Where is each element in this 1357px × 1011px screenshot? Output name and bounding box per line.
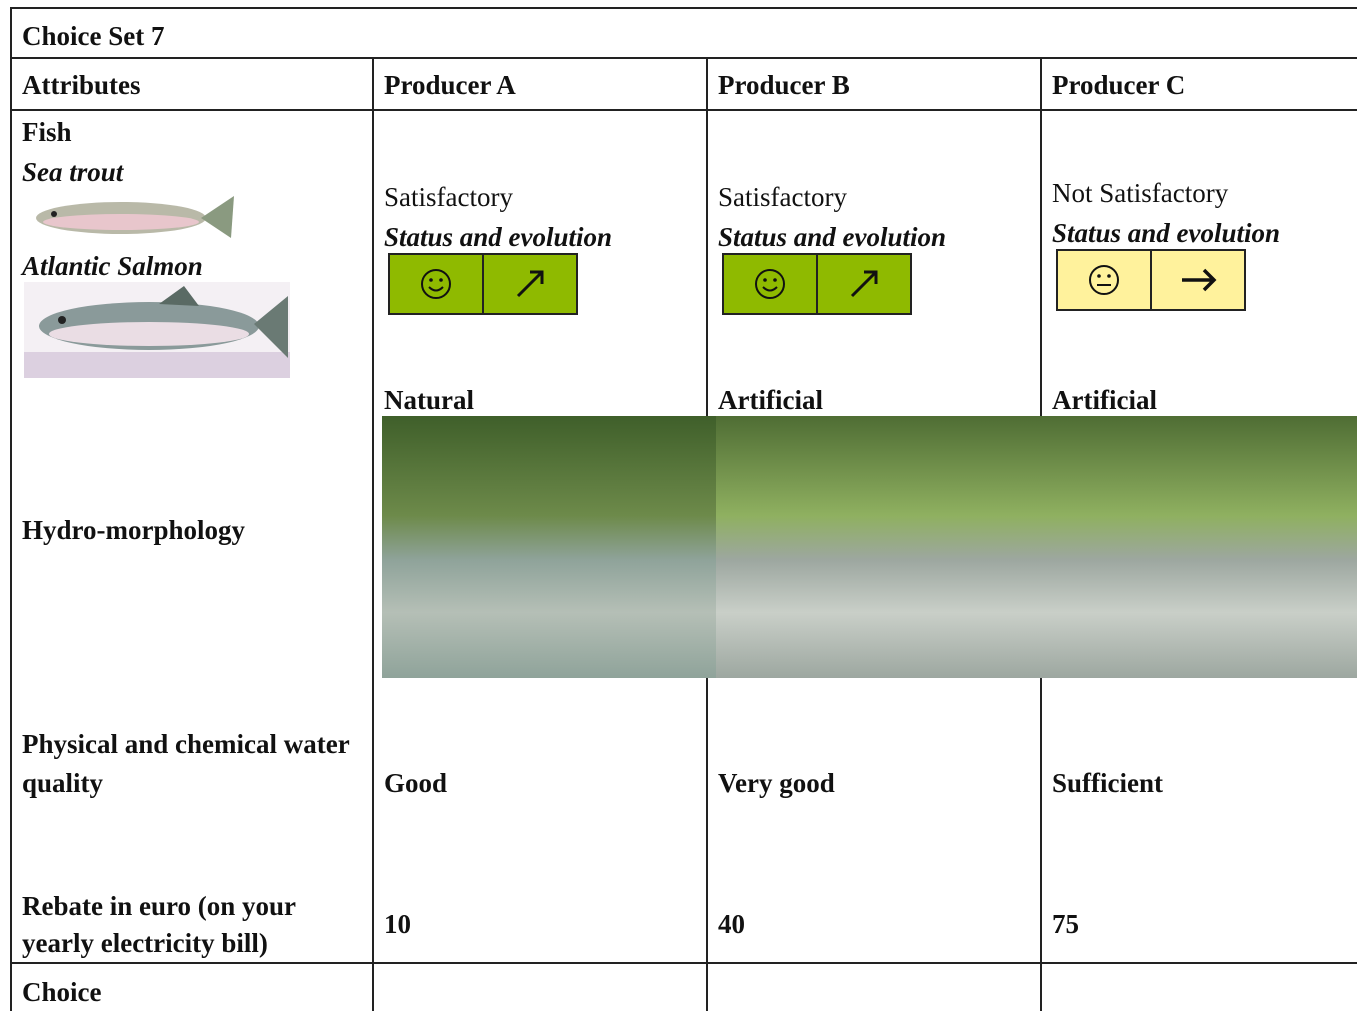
fish-status: Satisfactory [384, 178, 513, 216]
status-label: Status and evolution [1052, 214, 1280, 252]
rebate-value: 75 [1052, 905, 1079, 943]
trout-image [26, 188, 236, 246]
rebate-value: 10 [384, 905, 411, 943]
face-icon [1058, 251, 1152, 309]
arrow-icon [1152, 251, 1244, 309]
salmon-image [24, 282, 290, 378]
arrow-icon [484, 255, 576, 313]
status-icons [722, 253, 912, 315]
attribute: Fish [22, 113, 72, 151]
rebate-value: 40 [718, 905, 745, 943]
river-photo [382, 416, 716, 678]
status-icons [388, 253, 578, 315]
attribute: Hydro-morphology [22, 511, 245, 549]
fish-status: Satisfactory [718, 178, 847, 216]
fish-name: Atlantic Salmon [22, 247, 203, 285]
status-label: Status and evolution [384, 218, 612, 256]
river-photo [1050, 416, 1357, 678]
column-header: Producer A [384, 66, 516, 104]
hydro-value: Artificial [718, 381, 823, 419]
water-quality-value: Good [384, 764, 447, 802]
face-icon [390, 255, 484, 313]
column-header: Producer B [718, 66, 850, 104]
rule [10, 109, 1357, 111]
fish-name: Sea trout [22, 153, 123, 191]
river-photo [716, 416, 1050, 678]
table-title: Choice Set 7 [22, 17, 164, 55]
rule [10, 57, 1357, 59]
water-quality-value: Sufficient [1052, 764, 1163, 802]
column-header: Producer C [1052, 66, 1185, 104]
hydro-value: Artificial [1052, 381, 1157, 419]
arrow-icon [818, 255, 910, 313]
rule [10, 7, 12, 1011]
attribute: Rebate in euro (on your yearly electrici… [22, 888, 367, 962]
rule [372, 57, 374, 1011]
attribute: Choice [22, 973, 101, 1011]
fish-status: Not Satisfactory [1052, 174, 1228, 212]
status-label: Status and evolution [718, 218, 946, 256]
rule [10, 962, 1357, 964]
hydro-value: Natural [384, 381, 474, 419]
attribute: Physical and chemical water quality [22, 725, 362, 803]
rule [10, 7, 1357, 9]
face-icon [724, 255, 818, 313]
page: Choice Set 7 Attributes Fish Sea trout A… [0, 0, 1357, 1011]
column-header: Attributes [22, 66, 140, 104]
status-icons [1056, 249, 1246, 311]
water-quality-value: Very good [718, 764, 835, 802]
